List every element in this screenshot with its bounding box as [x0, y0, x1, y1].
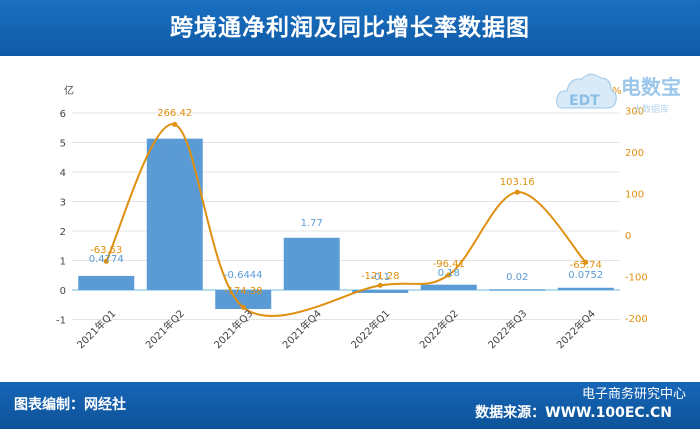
line-point [103, 258, 109, 264]
line-point [583, 259, 589, 265]
bar-value-label: 0.4774 [89, 254, 124, 265]
line-value-label: -121.28 [361, 271, 400, 282]
line-point [446, 272, 452, 278]
bar-value-label: 0.0752 [568, 270, 603, 281]
y-right-tick-label: -100 [625, 273, 648, 284]
y-right-tick-label: 300 [625, 107, 644, 118]
header-bar: 跨境通净利润及同比增长率数据图 [0, 0, 700, 56]
y-right-tick-label: 200 [625, 148, 644, 159]
data-source: 数据来源：WWW.100EC.CN [475, 405, 672, 421]
bar-value-label: -0.1 [370, 272, 390, 283]
bar-value-label: 0.02 [506, 272, 528, 283]
x-tick-label: 2022年Q3 [485, 307, 529, 351]
bar [557, 287, 614, 290]
line-value-label: 266.42 [157, 108, 192, 119]
y-right-axis-label: % [612, 86, 622, 97]
x-tick-label: 2022年Q4 [554, 307, 598, 351]
y-tick-label: 5 [60, 139, 66, 150]
chart: -1 0 1 2 3 4 5 6 亿 -200 -100 0 100 200 300% 0.4774 5.13 -… [56, 84, 648, 351]
logo-mark: EDT [569, 93, 600, 109]
x-tick-label: 2022年Q2 [417, 307, 461, 351]
edt-logo: EDT 电数宝 大数据库 [556, 73, 681, 115]
bar [352, 290, 409, 293]
bar [283, 237, 340, 290]
y-tick-label: 3 [60, 198, 66, 209]
y-tick-label: 1 [60, 257, 66, 268]
chart-area [0, 56, 700, 382]
line-value-label: -96.41 [433, 259, 465, 270]
bar [146, 138, 203, 290]
y-tick-label: 2 [60, 227, 66, 238]
bar-value-label: 1.77 [301, 218, 323, 229]
logo-brand: 电数宝 [621, 75, 681, 99]
line-value-label: -174.38 [224, 286, 263, 297]
bar [489, 289, 546, 291]
line-point [240, 304, 246, 310]
bar [215, 290, 272, 310]
bar [420, 284, 477, 290]
bar-value-label: 0.18 [438, 268, 460, 279]
y-tick-label: 6 [60, 109, 66, 120]
line-value-label: 103.16 [500, 177, 535, 188]
y-tick-label: 0 [60, 286, 66, 297]
x-tick-label: 2021年Q3 [211, 307, 255, 351]
x-tick-label: 2022年Q1 [348, 307, 392, 351]
line-value-label: -65.74 [570, 260, 602, 271]
page-title: 跨境通净利润及同比增长率数据图 [170, 15, 530, 41]
chart-editor: 图表编制：网经社 [14, 397, 126, 413]
y-tick-label: 4 [60, 168, 66, 179]
bar [78, 275, 135, 290]
wechat-watermark: 电子商务研究中心 [581, 387, 686, 402]
x-tick-label: 2021年Q4 [280, 307, 324, 351]
y-tick-label: -1 [56, 316, 66, 327]
y-right-tick-label: 0 [625, 231, 631, 242]
bar-value-label: 5.13 [164, 146, 186, 157]
line-point [377, 282, 383, 288]
x-tick-label: 2021年Q2 [143, 307, 187, 351]
y-right-tick-label: 100 [625, 190, 644, 201]
line-value-label: -63.53 [90, 245, 122, 256]
logo-sub: 大数据库 [633, 103, 669, 115]
line-point [514, 189, 520, 195]
bar-value-label: -0.6444 [224, 270, 263, 281]
footer-bar: 图表编制：网经社 电子商务研究中心 数据来源：WWW.100EC.CN [0, 382, 700, 429]
y-axis-label: 亿 [64, 84, 74, 97]
y-right-tick-label: -200 [625, 314, 648, 325]
line-point [172, 121, 178, 127]
x-tick-label: 2021年Q1 [74, 307, 118, 351]
